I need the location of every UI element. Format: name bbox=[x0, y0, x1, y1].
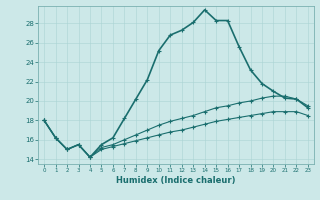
X-axis label: Humidex (Indice chaleur): Humidex (Indice chaleur) bbox=[116, 176, 236, 185]
